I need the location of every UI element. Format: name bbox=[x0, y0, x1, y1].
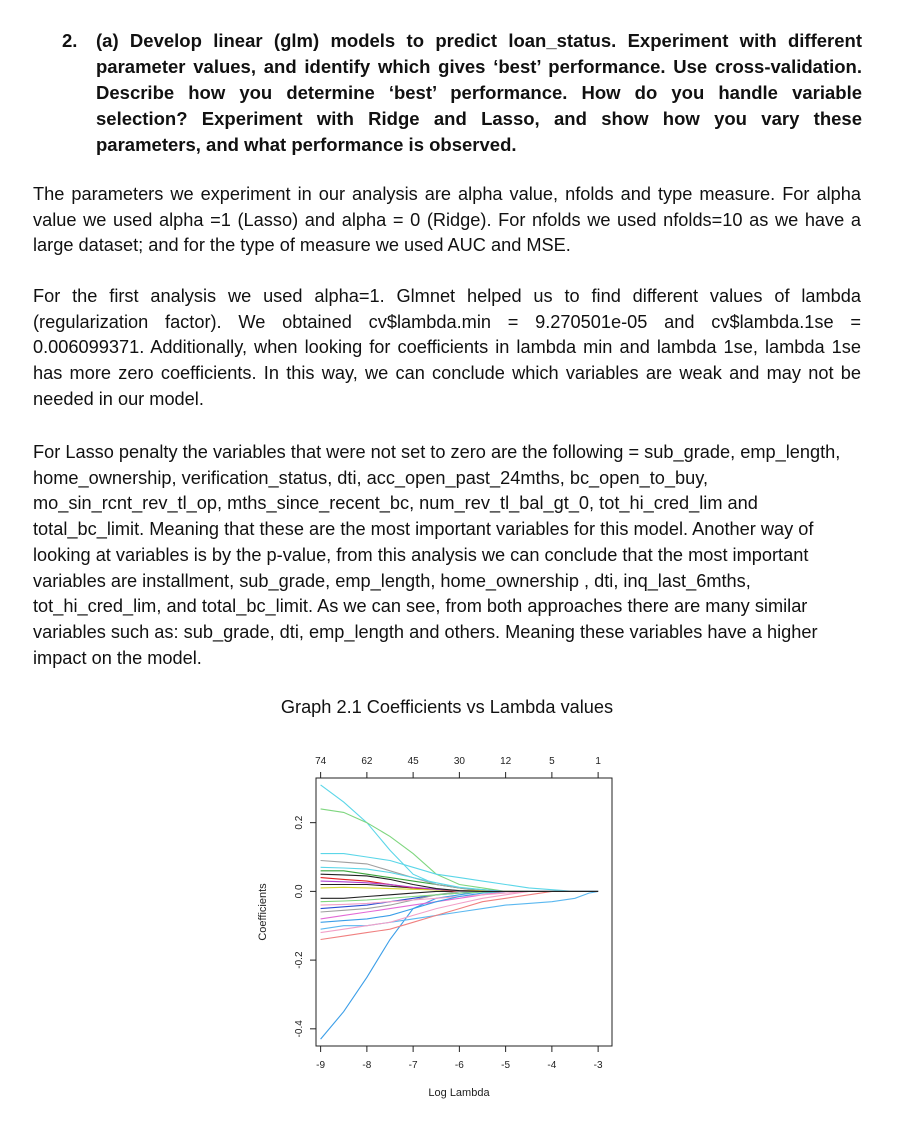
top-tick-label-1: 62 bbox=[361, 756, 373, 767]
x-axis-label: Log Lambda bbox=[428, 1087, 490, 1099]
y-tick-label-0: -0.4 bbox=[294, 1020, 305, 1038]
series-line-0 bbox=[320, 890, 599, 1040]
question-number: 2. bbox=[62, 30, 78, 51]
top-tick-label-6: 1 bbox=[595, 756, 601, 767]
y-axis-label: Coefficients bbox=[257, 883, 269, 941]
top-tick-label-3: 30 bbox=[454, 756, 466, 767]
paragraph-first-analysis: For the first analysis we used alpha=1. … bbox=[33, 286, 861, 409]
plot-frame bbox=[315, 777, 613, 1047]
y-tick-label-1: -0.2 bbox=[294, 951, 305, 969]
question-heading: 2. (a) Develop linear (glm) models to pr… bbox=[62, 28, 862, 158]
x-tick-label-3: -6 bbox=[455, 1060, 464, 1071]
series-line-2 bbox=[320, 808, 599, 892]
x-tick-label-4: -5 bbox=[501, 1060, 510, 1071]
x-tick-label-2: -7 bbox=[409, 1060, 418, 1071]
y-tick-label-3: 0.2 bbox=[294, 815, 305, 829]
x-tick-label-0: -9 bbox=[316, 1060, 325, 1071]
x-tick-label-1: -8 bbox=[362, 1060, 371, 1071]
paragraph-parameters: The parameters we experiment in our anal… bbox=[33, 184, 861, 256]
x-tick-label-6: -3 bbox=[594, 1060, 603, 1071]
y-tick-label-2: 0.0 bbox=[294, 884, 305, 898]
top-tick-label-0: 74 bbox=[315, 756, 327, 767]
series-line-19 bbox=[320, 890, 599, 923]
series-line-21 bbox=[320, 873, 599, 892]
top-tick-label-2: 45 bbox=[408, 756, 420, 767]
coefficient-path-plot: -9 -8 -7 -6 -5 -4 -3 74 62 45 30 12 5 1 -0.4 -0.2 0.0 0.2… bbox=[257, 756, 613, 1099]
question-text: (a) Develop linear (glm) models to predi… bbox=[96, 30, 862, 155]
top-tick-label-4: 12 bbox=[500, 756, 512, 767]
x-tick-label-5: -4 bbox=[547, 1060, 556, 1071]
paragraph-lasso-variables: For Lasso penalty the variables that wer… bbox=[33, 442, 841, 668]
top-tick-label-5: 5 bbox=[549, 756, 555, 767]
graph-caption: Graph 2.1 Coefficients vs Lambda values bbox=[280, 697, 614, 717]
series-line-3 bbox=[320, 853, 599, 892]
